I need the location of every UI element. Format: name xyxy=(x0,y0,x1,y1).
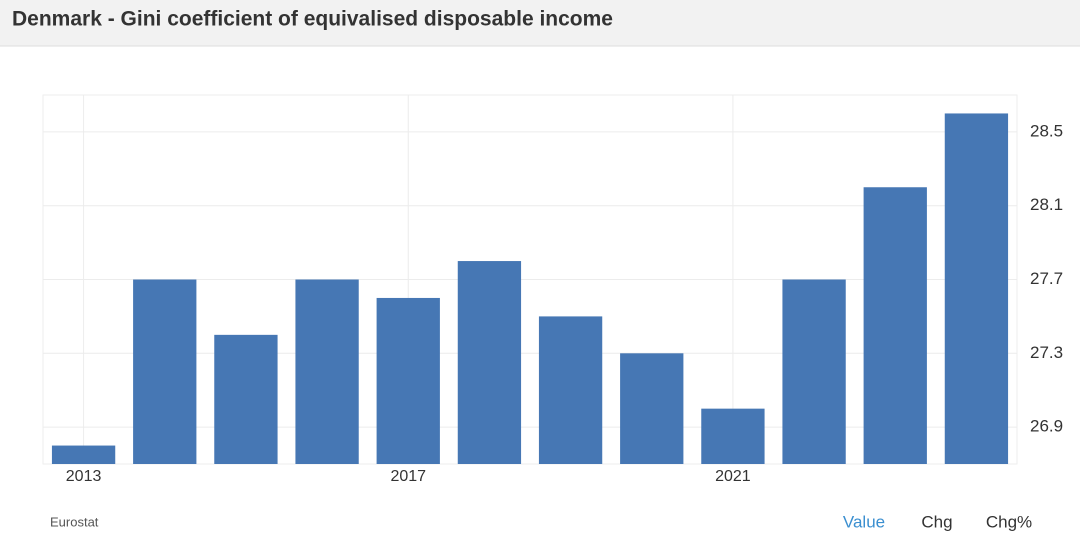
chart-title: Denmark - Gini coefficient of equivalise… xyxy=(12,8,613,31)
bar xyxy=(133,279,197,464)
tab[interactable]: Value xyxy=(843,512,885,531)
tab[interactable]: Chg% xyxy=(986,512,1032,531)
x-tick-label: 2017 xyxy=(390,468,426,485)
bar xyxy=(214,334,278,464)
bar xyxy=(457,261,522,464)
bar xyxy=(863,187,927,464)
y-tick-label: 27.7 xyxy=(1030,269,1063,288)
source: Eurostat xyxy=(50,514,99,529)
bar xyxy=(701,408,765,464)
bar xyxy=(51,445,116,464)
bar xyxy=(295,279,359,464)
y-tick-label: 28.1 xyxy=(1030,195,1063,214)
bar xyxy=(376,297,440,464)
y-tick-label: 28.5 xyxy=(1030,121,1063,140)
bar xyxy=(620,353,684,464)
bar xyxy=(538,316,603,464)
x-tick-label: 2013 xyxy=(66,468,102,485)
tab[interactable]: Chg xyxy=(921,512,952,531)
header-bar xyxy=(0,0,1080,46)
bar xyxy=(944,113,1009,464)
y-tick-label: 26.9 xyxy=(1030,417,1063,436)
bar xyxy=(782,279,846,464)
x-tick-label: 2021 xyxy=(715,468,751,485)
y-tick-label: 27.3 xyxy=(1030,343,1063,362)
